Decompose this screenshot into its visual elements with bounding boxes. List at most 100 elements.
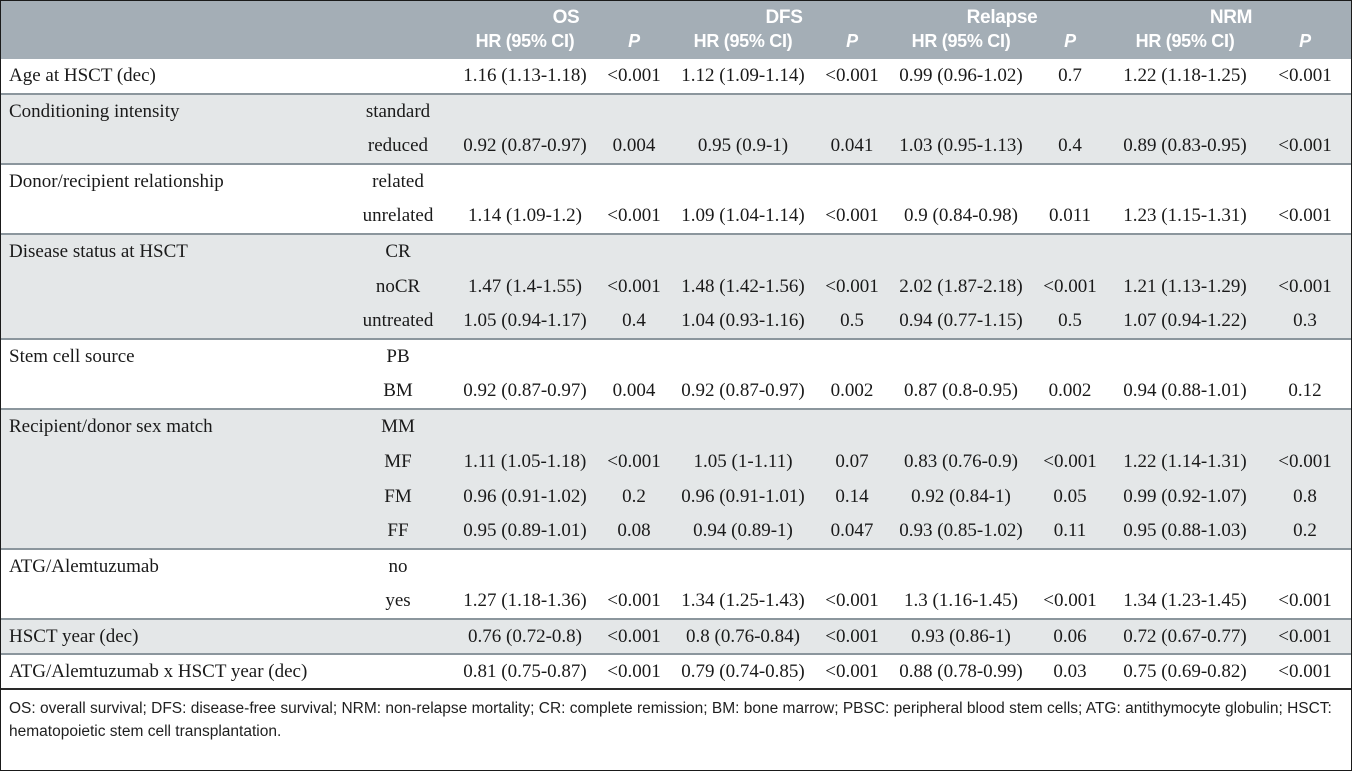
- cell-relapse-hr: 1.3 (1.16-1.45): [904, 590, 1019, 611]
- cell-relapse-p: 0.06: [1029, 618, 1112, 654]
- cell-dfs-p: 0.002: [830, 380, 874, 401]
- cell-relapse-p: [1029, 93, 1112, 129]
- cell-relapse-p: 0.5: [1029, 304, 1112, 339]
- cell-relapse-p: 0.011: [1049, 205, 1092, 226]
- cell-variable: [1, 129, 339, 164]
- cell-dfs-hr: 1.05 (1-1.11): [675, 444, 812, 479]
- cell-dfs-hr: 1.12 (1.09-1.14): [681, 65, 805, 86]
- cell-nrm-hr: [1111, 233, 1260, 269]
- cell-os-p: [593, 408, 676, 444]
- cell-dfs-p: [811, 408, 894, 444]
- cell-os-p: <0.001: [593, 444, 676, 479]
- cell-level: MF: [339, 444, 457, 479]
- cell-nrm-p: [1259, 548, 1351, 584]
- table-row: reduced 0.92 (0.87-0.97) 0.004 0.95 (0.9…: [1, 129, 1351, 164]
- header-corner-cell: [1, 1, 457, 29]
- subheader-os-p: P: [593, 29, 676, 59]
- cell-nrm-p: [1259, 233, 1351, 269]
- cell-level: unrelated: [362, 205, 434, 226]
- cell-nrm-hr: 1.34 (1.23-1.45): [1123, 590, 1247, 611]
- cell-dfs-p: 0.047: [811, 514, 894, 549]
- cell-dfs-p: [811, 93, 894, 129]
- cell-os-p: 0.4: [593, 304, 676, 339]
- cell-relapse-p: 0.4: [1029, 129, 1112, 164]
- cell-dfs-hr: [675, 93, 812, 129]
- cell-nrm-p: <0.001: [1278, 65, 1332, 86]
- cell-nrm-hr: [1111, 338, 1260, 374]
- subheader-os-hr: HR (95% CI): [457, 29, 593, 59]
- cell-variable: Age at HSCT (dec): [9, 65, 156, 86]
- cell-relapse-p: [1029, 338, 1112, 374]
- cell-nrm-hr: [1111, 408, 1260, 444]
- cell-relapse-p: 0.05: [1029, 479, 1112, 514]
- cell-os-hr: 1.11 (1.05-1.18): [457, 444, 593, 479]
- cell-nrm-p: [1259, 163, 1351, 199]
- cell-dfs-p: 0.5: [811, 304, 894, 339]
- table-header: OS DFS Relapse NRM HR (95% CI) P HR (95%…: [1, 1, 1351, 59]
- cell-os-hr: [457, 233, 593, 269]
- cell-dfs-p: [811, 163, 894, 199]
- cell-relapse-hr: 0.93 (0.85-1.02): [893, 514, 1030, 549]
- footnote-text: OS: overall survival; DFS: disease-free …: [9, 700, 1332, 741]
- cell-variable: [1, 374, 339, 409]
- cell-relapse-p: 0.03: [1029, 653, 1112, 690]
- cell-variable: Conditioning intensity: [1, 93, 339, 129]
- cell-nrm-p: [1259, 93, 1351, 129]
- cell-os-hr: [457, 408, 593, 444]
- cell-dfs-hr: [675, 408, 812, 444]
- table-row: FM 0.96 (0.91-1.02) 0.2 0.96 (0.91-1.01)…: [1, 479, 1351, 514]
- cell-relapse-p: [1029, 233, 1112, 269]
- cell-nrm-p: 0.2: [1259, 514, 1351, 549]
- cell-relapse-p: 0.11: [1029, 514, 1112, 549]
- cell-relapse-hr: 0.88 (0.78-0.99): [893, 653, 1030, 690]
- table-row: ATG/Alemtuzumab no: [1, 548, 1351, 584]
- cell-level: CR: [339, 233, 457, 269]
- header-sub-row: HR (95% CI) P HR (95% CI) P HR (95% CI) …: [1, 29, 1351, 59]
- cell-level: [339, 618, 457, 654]
- cell-relapse-hr: [893, 93, 1030, 129]
- cell-dfs-p: [811, 548, 894, 584]
- cell-os-p: [593, 233, 676, 269]
- cell-os-p: 0.004: [593, 129, 676, 164]
- cell-dfs-p: [811, 338, 894, 374]
- table-row: untreated 1.05 (0.94-1.17) 0.4 1.04 (0.9…: [1, 304, 1351, 339]
- cell-level: standard: [339, 93, 457, 129]
- cell-os-hr: 1.05 (0.94-1.17): [457, 304, 593, 339]
- cell-nrm-p: 0.12: [1288, 380, 1322, 401]
- cell-nrm-hr: [1111, 548, 1260, 584]
- cell-level: MM: [339, 408, 457, 444]
- cell-dfs-p: <0.001: [825, 65, 879, 86]
- cell-os-hr: 1.14 (1.09-1.2): [468, 205, 582, 226]
- subheader-relapse-hr: HR (95% CI): [893, 29, 1030, 59]
- cell-nrm-hr: 1.23 (1.15-1.31): [1123, 205, 1247, 226]
- cell-nrm-p: <0.001: [1259, 269, 1351, 304]
- cell-os-hr: 0.81 (0.75-0.87): [457, 653, 593, 690]
- cell-dfs-p: [811, 233, 894, 269]
- cell-level: FF: [339, 514, 457, 549]
- cell-os-hr: 0.92 (0.87-0.97): [457, 129, 593, 164]
- cell-dfs-hr: [675, 163, 812, 199]
- cell-level: [339, 59, 457, 94]
- cell-os-hr: 0.96 (0.91-1.02): [457, 479, 593, 514]
- cell-os-p: [593, 338, 676, 374]
- cell-dfs-hr: [675, 233, 812, 269]
- cell-dfs-hr: 0.79 (0.74-0.85): [675, 653, 812, 690]
- cell-nrm-p: <0.001: [1259, 653, 1351, 690]
- cell-dfs-hr: [675, 548, 812, 584]
- cell-variable: ATG/Alemtuzumab: [1, 548, 339, 584]
- cell-os-p: <0.001: [607, 205, 661, 226]
- cell-relapse-hr: 0.92 (0.84-1): [893, 479, 1030, 514]
- cell-relapse-hr: 0.83 (0.76-0.9): [893, 444, 1030, 479]
- cell-nrm-hr: 0.95 (0.88-1.03): [1111, 514, 1260, 549]
- cell-level: FM: [339, 479, 457, 514]
- cell-relapse-p: <0.001: [1029, 269, 1112, 304]
- cell-variable: Donor/recipient relationship: [1, 163, 339, 199]
- cell-dfs-p: <0.001: [825, 205, 879, 226]
- cell-os-p: [593, 548, 676, 584]
- cell-variable: [1, 304, 339, 339]
- table-row: Recipient/donor sex match MM: [1, 408, 1351, 444]
- cell-relapse-hr: [893, 233, 1030, 269]
- subheader-dfs-hr: HR (95% CI): [675, 29, 812, 59]
- cell-relapse-hr: 0.87 (0.8-0.95): [904, 380, 1019, 401]
